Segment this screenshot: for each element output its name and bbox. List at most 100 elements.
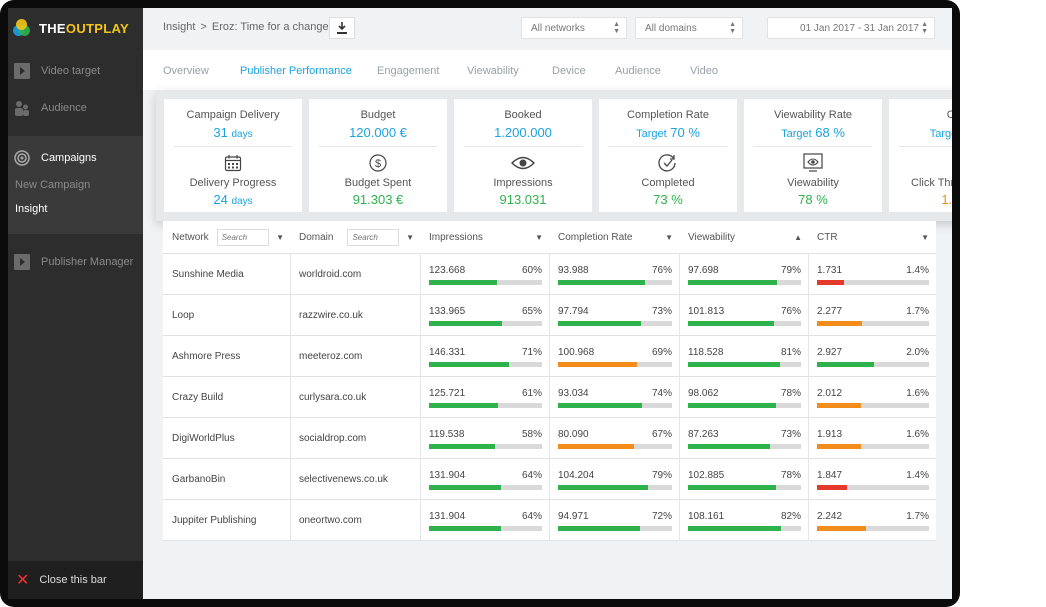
brand[interactable]: THEOUTPLAY [13,18,129,38]
progress-fill [688,362,780,367]
cell-view: 101.813 76% [680,295,809,336]
card-sub-value: 913.031 [499,192,547,207]
cell-percent: 1.6% [906,388,929,399]
progress-fill [688,485,777,490]
card-sub-value: 91.303 € [352,192,404,207]
table-row[interactable]: Ashmore Press meeteroz.com 146.331 71% 10… [163,336,936,377]
progress-track [429,403,542,408]
app-screen: THEOUTPLAY Video target Audience Campaig… [8,8,952,599]
cell-value: 101.813 [688,306,725,317]
card-sub-value: 73 % [653,192,683,207]
column-header-viewability[interactable]: Viewability ▲ [680,221,809,254]
column-header-domain[interactable]: Domain ▼ [291,221,421,254]
select-arrows-icon: ▲ ▼ [729,21,736,35]
column-header-network[interactable]: Network ▼ [163,221,291,254]
tab-publisher-performance[interactable]: Publisher Performance [240,65,352,77]
card-divider [609,146,727,147]
progress-track [688,485,801,490]
cell-value: 119.538 [429,429,465,440]
cell-value: 131.904 [429,470,466,481]
sidebar-item-campaigns[interactable]: Campaigns [8,140,143,176]
breadcrumb-root[interactable]: Insight [163,21,196,33]
column-header-label: Impressions [429,232,483,243]
networks-select[interactable]: All networks ▲ ▼ [521,17,627,39]
cell-value: 87.263 [688,429,719,440]
hand-click-icon [889,153,952,173]
table-row[interactable]: Juppiter Publishing oneortwo.com 131.904 … [163,500,936,541]
cell-value: 1.731 [817,265,843,276]
domain-search-input[interactable] [347,229,400,246]
column-header-completion-rate[interactable]: Completion Rate ▼ [550,221,680,254]
chevron-up-icon: ▲ [794,233,802,242]
card-sub-title: Viewability [787,177,839,189]
cell-percent: 82% [780,511,801,522]
table-row[interactable]: Sunshine Media worldroid.com 123.668 60% … [163,254,936,295]
card-title: Viewability Rate [773,109,853,121]
cell-value: 100.968 [558,347,595,358]
card-top-prefix: Target [929,128,952,140]
cell-percent: 64% [521,470,542,481]
table-row[interactable]: GarbanoBin selectivenews.co.uk 131.904 64… [163,459,936,500]
chevron-down-icon[interactable]: ▼ [406,233,414,242]
card-sub-title: Delivery Progress [189,177,277,189]
progress-fill [429,485,502,490]
eye-icon [454,153,592,173]
cell-value: 104.204 [558,470,595,481]
sidebar-item-publisher-manager[interactable]: Publisher Manager [8,244,143,280]
progress-fill [817,280,844,285]
progress-track [688,444,801,449]
chevron-down-icon[interactable]: ▼ [276,233,284,242]
column-header-label: CTR [817,232,838,243]
dollar-icon: $ [309,153,447,173]
close-bar-label: Close this bar [39,574,107,586]
progress-track [688,362,801,367]
tab-viewability[interactable]: Viewability [467,65,519,77]
cell-imp: 131.904 64% [421,459,550,500]
sidebar-subitem-insight[interactable]: Insight [15,203,48,215]
sidebar-item-video-target[interactable]: Video target [8,53,143,89]
progress-fill [817,485,848,490]
cell-comp: 97.794 73% [550,295,680,336]
card-divider [464,146,582,147]
cell-value: 2.277 [817,306,843,317]
tab-engagement[interactable]: Engagement [377,65,440,77]
table-row[interactable]: DigiWorldPlus socialdrop.com 119.538 58% … [163,418,936,459]
tab-overview[interactable]: Overview [163,65,209,77]
date-range-select[interactable]: 01 Jan 2017 - 31 Jan 2017 ▲ ▼ [767,17,935,39]
sidebar-subitem-new-campaign[interactable]: New Campaign [15,179,91,191]
cell-view: 98.062 78% [680,377,809,418]
cell-view: 87.263 73% [680,418,809,459]
tab-device[interactable]: Device [552,65,586,77]
column-header-ctr[interactable]: CTR ▼ [809,221,936,254]
card-sub-title: Impressions [493,177,553,189]
cell-percent: 79% [651,470,672,481]
sidebar-item-audience[interactable]: Audience [8,90,143,126]
table-row[interactable]: Loop razzwire.co.uk 133.965 65% 97.794 73… [163,295,936,336]
play-icon [14,254,30,270]
cell-value: 125.721 [429,388,466,399]
column-header-label: Domain [299,232,334,243]
card-ctr: CTR Target 2 % Click Through Rate 1.6 % [889,99,952,212]
table-row[interactable]: Crazy Build curlysara.co.uk 125.721 61% 9… [163,377,936,418]
tab-audience[interactable]: Audience [615,65,661,77]
select-arrows-icon: ▲ ▼ [613,21,620,35]
cell-value: 97.794 [558,306,589,317]
select-arrows-icon: ▲ ▼ [921,21,928,35]
domains-select[interactable]: All domains ▲ ▼ [635,17,743,39]
progress-fill [817,526,867,531]
cell-value: 80.090 [558,429,589,440]
card-top-prefix: Target [636,128,667,140]
column-header-impressions[interactable]: Impressions ▼ [421,221,550,254]
cell-percent: 81% [780,347,801,358]
network-search-input[interactable] [216,229,269,246]
play-icon [14,63,30,79]
progress-fill [429,321,503,326]
screen-eye-icon [744,153,882,173]
progress-track [558,280,672,285]
cell-value: 1.847 [817,470,843,481]
download-button[interactable] [329,17,355,39]
tab-video[interactable]: Video [690,65,718,77]
close-sidebar-button[interactable]: ✕ Close this bar [8,561,143,599]
refresh-check-icon [599,153,737,173]
cell-domain: meeteroz.com [291,336,421,377]
